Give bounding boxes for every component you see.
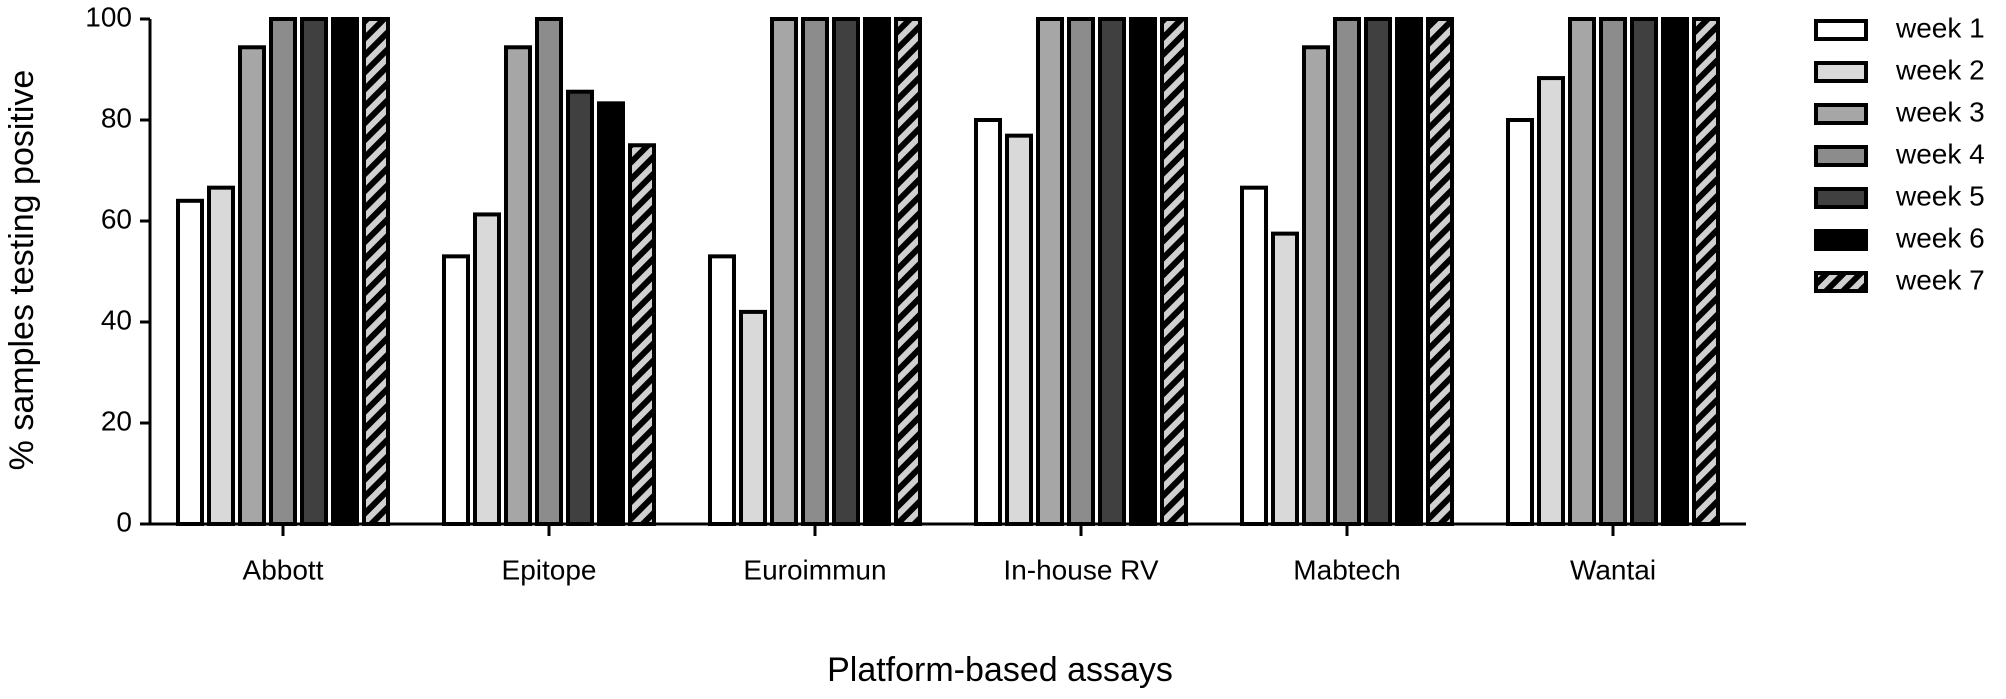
bar bbox=[1395, 17, 1423, 526]
legend-swatch bbox=[1814, 103, 1868, 125]
bar bbox=[1599, 17, 1627, 526]
bar bbox=[1364, 17, 1392, 526]
bar bbox=[1692, 17, 1720, 526]
bar bbox=[832, 17, 860, 526]
legend-label: week 4 bbox=[1895, 138, 1985, 169]
y-tick-label: 40 bbox=[101, 304, 132, 335]
x-tick-label: Mabtech bbox=[1293, 554, 1400, 585]
bar bbox=[1302, 45, 1330, 526]
bar bbox=[362, 17, 390, 526]
legend-label: week 7 bbox=[1895, 264, 1985, 295]
bar bbox=[331, 17, 359, 526]
legend-swatch bbox=[1814, 271, 1868, 293]
bar bbox=[974, 118, 1002, 526]
legend-swatch bbox=[1814, 145, 1868, 167]
bar bbox=[1426, 17, 1454, 526]
bar bbox=[801, 17, 829, 526]
x-tick-label: Euroimmun bbox=[743, 554, 886, 585]
legend-swatch bbox=[1814, 187, 1868, 209]
y-tick-label: 20 bbox=[101, 405, 132, 436]
legend-label: week 2 bbox=[1895, 54, 1985, 85]
legend-label: week 6 bbox=[1895, 222, 1985, 253]
y-tick-label: 0 bbox=[116, 506, 132, 537]
bar bbox=[863, 17, 891, 526]
x-tick-label: Wantai bbox=[1570, 554, 1656, 585]
legend-label: week 5 bbox=[1895, 180, 1985, 211]
bar bbox=[1160, 17, 1188, 526]
bar bbox=[238, 45, 266, 526]
bar bbox=[770, 17, 798, 526]
x-axis-title: Platform-based assays bbox=[827, 651, 1173, 689]
legend-swatch bbox=[1814, 19, 1868, 41]
y-axis-title: % samples testing positive bbox=[3, 70, 41, 471]
bar bbox=[504, 45, 532, 526]
bar bbox=[708, 254, 736, 526]
bar bbox=[894, 17, 922, 526]
x-tick-label: In-house RV bbox=[1003, 554, 1158, 585]
x-tick-label: Epitope bbox=[502, 554, 597, 585]
legend-label: week 3 bbox=[1895, 96, 1985, 127]
bar bbox=[739, 309, 767, 526]
y-tick-label: 60 bbox=[101, 203, 132, 234]
bar bbox=[628, 143, 656, 526]
bar bbox=[1067, 17, 1095, 526]
bar bbox=[176, 198, 204, 527]
bar bbox=[1630, 17, 1658, 526]
bar bbox=[442, 254, 470, 526]
bar bbox=[597, 101, 625, 527]
bar bbox=[269, 17, 297, 526]
bar bbox=[1005, 133, 1033, 526]
legend-swatch bbox=[1814, 61, 1868, 83]
legend-label: week 1 bbox=[1895, 12, 1985, 43]
bar bbox=[1333, 17, 1361, 526]
x-tick-label: Abbott bbox=[243, 554, 324, 585]
bar bbox=[1506, 118, 1534, 526]
bar bbox=[1271, 231, 1299, 526]
y-tick-label: 100 bbox=[85, 1, 132, 32]
bar bbox=[1240, 185, 1268, 526]
bar bbox=[1568, 17, 1596, 526]
bar bbox=[1098, 17, 1126, 526]
bar bbox=[1537, 76, 1565, 527]
bar bbox=[1129, 17, 1157, 526]
bar bbox=[566, 89, 594, 526]
bar bbox=[1036, 17, 1064, 526]
bar bbox=[535, 17, 563, 526]
bar bbox=[207, 185, 235, 526]
bar bbox=[473, 212, 501, 526]
y-tick-label: 80 bbox=[101, 102, 132, 133]
bar bbox=[300, 17, 328, 526]
bar bbox=[1661, 17, 1689, 526]
legend-swatch bbox=[1814, 229, 1868, 251]
